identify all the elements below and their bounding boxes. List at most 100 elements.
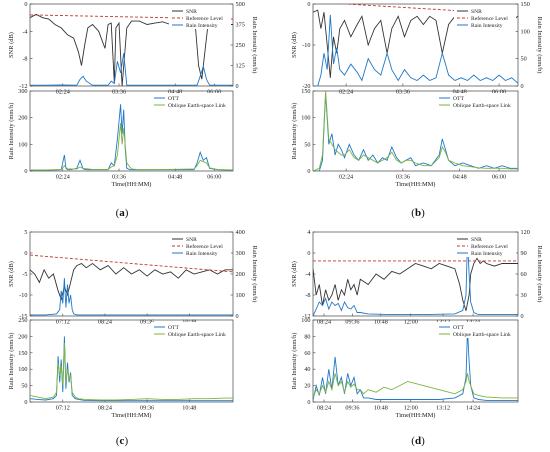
x-axis-label: Time(HH:MM) (112, 181, 152, 188)
y-tick-label: -4 (305, 271, 310, 278)
y-tick-label: 200 (18, 115, 27, 122)
x-tick-label: 06:00 (207, 174, 221, 181)
panel-label-d: (d) (411, 435, 425, 447)
plot-c-top: 07:1208:2409:3610:4850-5-10-150100200300… (8, 229, 258, 326)
legend-label: Reference Level (471, 243, 508, 250)
x-tick-label: 09:36 (140, 405, 154, 412)
x-tick-label: 08:24 (98, 405, 112, 412)
y-tick-label: -8 (22, 56, 27, 63)
x-tick-label: 03:36 (112, 89, 126, 96)
series-line-snr (313, 257, 518, 311)
y-tick-label: 200 (18, 333, 27, 340)
y2-tick-label: 500 (236, 1, 245, 8)
legend-label: Oblique Earth-space Link (453, 103, 511, 109)
plot-d-bottom: 08:24 09:36 10:48 12:00 13:12 14:24 0 20 40 60 80 1… (291, 317, 519, 419)
series-line-oblique-earth-space-link (30, 342, 233, 401)
x-tick-label: 14:24 (466, 405, 480, 412)
series-line-rain-intensity (313, 14, 518, 86)
y-tick-label: -5 (22, 271, 27, 278)
y-axis-label: SNR (dB) (291, 261, 298, 287)
series-line-snr (30, 13, 233, 86)
y2-tick-label: 0 (236, 313, 239, 320)
y-tick-label: -4 (22, 28, 27, 35)
legend-box (169, 234, 231, 257)
legend-label: OTT (168, 96, 179, 102)
x-axis-label: Time(HH:MM) (396, 181, 436, 188)
y-tick-label: 0 (24, 250, 27, 257)
legend-label: Rain Intensity (471, 251, 503, 257)
panel-label-b: (b) (411, 207, 425, 219)
plot-frame (312, 319, 519, 403)
y2-tick-label: 400 (236, 229, 245, 236)
legend-label: Reference Level (186, 15, 223, 22)
x-tick-label: 08:24 (98, 319, 112, 326)
y-tick-label: -20 (302, 83, 310, 90)
legend-label: SNR (471, 237, 482, 243)
x-tick-label: 03:36 (396, 174, 410, 181)
legend-box (436, 322, 516, 338)
series-line-reference-level (30, 14, 233, 20)
legend-box (169, 6, 231, 29)
x-tick-label: 08:24 (317, 405, 331, 412)
plot-a-bottom: 02:24 03:36 04:48 06:00 0 100 200 300 Rain Inten… (8, 88, 234, 188)
legend-label: Oblique Earth-space Link (168, 332, 226, 338)
y-axis-label: Rain Intensity (mm/h) (291, 333, 298, 390)
x-tick-label: 02:24 (339, 174, 353, 181)
plot-b-bottom: 02:24 03:36 04:48 06:00 0 50 100 150 Rain Intens… (291, 88, 519, 188)
x-tick-label: 04:48 (453, 174, 467, 181)
y2-tick-label: 100 (236, 292, 245, 299)
y2-tick-label: 250 (236, 42, 245, 49)
y2-tick-label: 30 (521, 292, 527, 299)
series-line-rain-intensity (30, 278, 233, 316)
x-tick-label: 13:12 (436, 405, 450, 412)
series-line-ott (313, 93, 518, 171)
legend-box (454, 6, 516, 29)
y-tick-label: 150 (301, 88, 310, 95)
y-tick-label: 100 (18, 141, 27, 148)
y2-tick-label: 375 (236, 22, 245, 29)
plot-d-top: 08:2409:3610:4812:0013:1214:2440-4-8-120… (291, 229, 543, 326)
y-axis-label: Rain Intensity (mm/h) (291, 103, 298, 160)
plot-frame (29, 319, 234, 403)
series-line-oblique-earth-space-link (313, 373, 518, 399)
y2-tick-label: 125 (236, 63, 245, 70)
y2-tick-label: 150 (521, 1, 530, 8)
legend-label: OTT (168, 325, 179, 331)
x-tick-label: 03:36 (112, 174, 126, 181)
y-axis-label: SNR (dB) (291, 32, 298, 58)
x-tick-label: 10:48 (374, 319, 388, 326)
x-tick-label: 09:36 (345, 405, 359, 412)
x-tick-label: 04:48 (168, 89, 182, 96)
y2-axis-label: Rain Intensity (mm/h) (536, 246, 543, 303)
y-tick-label: -12 (302, 313, 310, 320)
x-axis-label: Time(HH:MM) (396, 412, 436, 419)
legend-label: Oblique Earth-space Link (168, 103, 226, 109)
y2-tick-label: 50 (521, 56, 527, 63)
legend-box (436, 93, 516, 109)
y2-tick-label: 0 (521, 83, 524, 90)
y2-axis-label: Rain Intensity (mm/h) (251, 17, 258, 74)
legend-box (151, 322, 231, 338)
legend-label: Oblique Earth-space Link (453, 332, 511, 338)
x-tick-label: 08:24 (317, 319, 331, 326)
y-tick-label: 100 (18, 366, 27, 373)
y2-tick-label: 300 (236, 250, 245, 257)
y-tick-label: 0 (307, 168, 310, 175)
x-tick-label: 02:24 (56, 89, 70, 96)
legend-box (151, 93, 231, 109)
y-tick-label: 80 (304, 333, 310, 340)
y2-tick-label: 0 (521, 313, 524, 320)
x-tick-label: 09:36 (345, 319, 359, 326)
y-tick-label: -12 (19, 83, 27, 90)
y-tick-label: 150 (18, 350, 27, 357)
plot-a-top: 02:24 03:36 04:48 06:00 0 -4 -8 -12 0 125 250 375 50… (8, 1, 258, 96)
y-tick-label: 250 (18, 317, 27, 324)
series-line-oblique-earth-space-link (313, 91, 518, 171)
x-tick-label: 07:12 (56, 405, 70, 412)
series-line-reference-level (30, 254, 233, 273)
